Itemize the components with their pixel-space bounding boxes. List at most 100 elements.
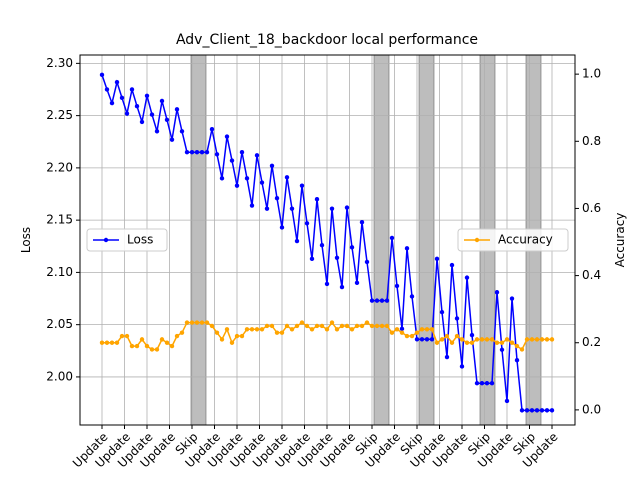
data-point bbox=[494, 340, 500, 345]
data-point bbox=[159, 337, 165, 342]
data-point bbox=[419, 337, 425, 342]
data-point bbox=[189, 150, 195, 155]
data-point bbox=[324, 281, 330, 287]
data-point bbox=[209, 323, 215, 329]
data-point bbox=[124, 333, 130, 339]
data-point bbox=[224, 134, 230, 139]
skip-band bbox=[418, 54, 435, 426]
data-point bbox=[474, 380, 480, 386]
data-point bbox=[269, 163, 275, 168]
data-point bbox=[379, 298, 385, 303]
data-point bbox=[409, 333, 415, 339]
y2-tick-label: 1.0 bbox=[582, 67, 601, 81]
data-point bbox=[124, 111, 130, 116]
data-point bbox=[529, 408, 535, 413]
data-point bbox=[499, 347, 505, 352]
data-point bbox=[544, 408, 550, 413]
data-point bbox=[484, 337, 490, 342]
y2-axis-label: Accuracy bbox=[613, 213, 627, 268]
y2-tick-label: 0.2 bbox=[582, 335, 601, 349]
data-point bbox=[429, 337, 435, 342]
data-point bbox=[184, 320, 190, 325]
skip-band bbox=[190, 54, 207, 426]
data-point bbox=[439, 309, 445, 315]
y2-tick-label: 0.0 bbox=[582, 402, 601, 416]
y-tick-label: 2.05 bbox=[46, 317, 73, 331]
data-point bbox=[304, 323, 310, 329]
y-tick-label: 2.20 bbox=[46, 160, 73, 174]
data-point bbox=[329, 320, 335, 325]
data-point bbox=[529, 337, 535, 342]
data-point bbox=[414, 330, 420, 335]
data-point bbox=[464, 340, 470, 345]
data-point bbox=[324, 327, 330, 332]
data-point bbox=[304, 221, 310, 226]
data-point bbox=[364, 320, 370, 325]
plot-frame bbox=[79, 54, 576, 426]
data-point bbox=[219, 337, 225, 342]
data-point bbox=[129, 87, 135, 92]
data-point bbox=[539, 337, 545, 342]
data-point bbox=[539, 408, 545, 413]
data-point bbox=[209, 127, 215, 132]
data-point bbox=[534, 408, 540, 413]
data-point bbox=[399, 326, 405, 332]
data-point bbox=[354, 280, 360, 286]
legend-label: Accuracy bbox=[498, 233, 553, 247]
data-point bbox=[424, 337, 430, 342]
data-point bbox=[524, 337, 530, 342]
data-point bbox=[549, 408, 555, 413]
legend: Accuracy bbox=[457, 228, 569, 252]
data-point bbox=[359, 323, 365, 329]
legend-marker bbox=[103, 237, 109, 243]
data-point bbox=[504, 398, 510, 404]
data-point bbox=[389, 330, 395, 335]
data-point bbox=[274, 195, 280, 201]
data-point bbox=[349, 245, 355, 250]
data-point bbox=[279, 225, 285, 230]
data-point bbox=[169, 343, 175, 349]
data-point bbox=[239, 333, 245, 339]
data-point bbox=[109, 340, 115, 345]
data-point bbox=[339, 284, 345, 290]
data-point bbox=[264, 323, 270, 329]
data-point bbox=[314, 323, 320, 329]
data-point bbox=[479, 337, 485, 342]
data-point bbox=[114, 79, 120, 85]
data-point bbox=[154, 347, 160, 352]
data-point bbox=[284, 175, 290, 180]
data-point bbox=[139, 337, 145, 342]
data-point bbox=[474, 337, 480, 342]
data-point bbox=[484, 380, 490, 386]
data-point bbox=[374, 323, 380, 329]
data-point bbox=[154, 129, 160, 134]
data-point bbox=[364, 259, 370, 265]
legend-box bbox=[86, 228, 168, 252]
data-point bbox=[339, 323, 345, 329]
data-point bbox=[214, 152, 220, 157]
data-point bbox=[479, 380, 485, 386]
data-point bbox=[459, 337, 465, 342]
data-point bbox=[229, 340, 235, 345]
data-point bbox=[404, 333, 410, 339]
data-point bbox=[439, 337, 445, 342]
data-point bbox=[394, 327, 400, 332]
data-point bbox=[134, 104, 140, 109]
data-point bbox=[249, 203, 255, 208]
data-point bbox=[369, 323, 375, 329]
data-point bbox=[394, 283, 400, 289]
data-point bbox=[264, 206, 270, 211]
data-point bbox=[204, 320, 210, 325]
data-point bbox=[434, 256, 440, 262]
y2-tick-label: 0.6 bbox=[582, 201, 601, 215]
data-point bbox=[344, 205, 350, 210]
data-point bbox=[224, 327, 230, 332]
data-point bbox=[289, 206, 295, 211]
data-point bbox=[149, 347, 155, 352]
data-point bbox=[469, 332, 475, 338]
data-point bbox=[514, 343, 520, 349]
data-point bbox=[219, 176, 225, 181]
data-point bbox=[434, 340, 440, 345]
data-point bbox=[239, 150, 245, 155]
y-tick-label: 2.15 bbox=[46, 213, 73, 227]
